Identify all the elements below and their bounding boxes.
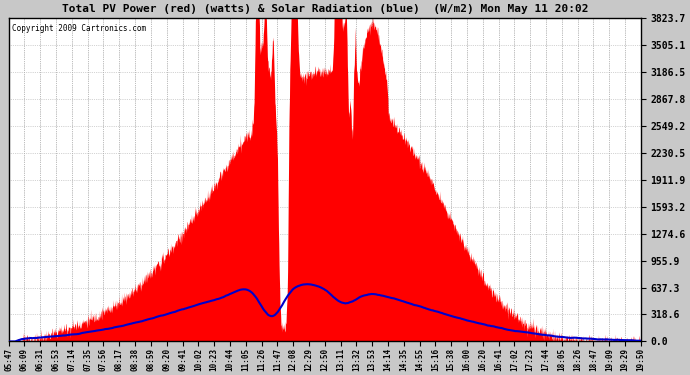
Text: Copyright 2009 Cartronics.com: Copyright 2009 Cartronics.com bbox=[12, 24, 146, 33]
Title: Total PV Power (red) (watts) & Solar Radiation (blue)  (W/m2) Mon May 11 20:02: Total PV Power (red) (watts) & Solar Rad… bbox=[61, 4, 588, 14]
